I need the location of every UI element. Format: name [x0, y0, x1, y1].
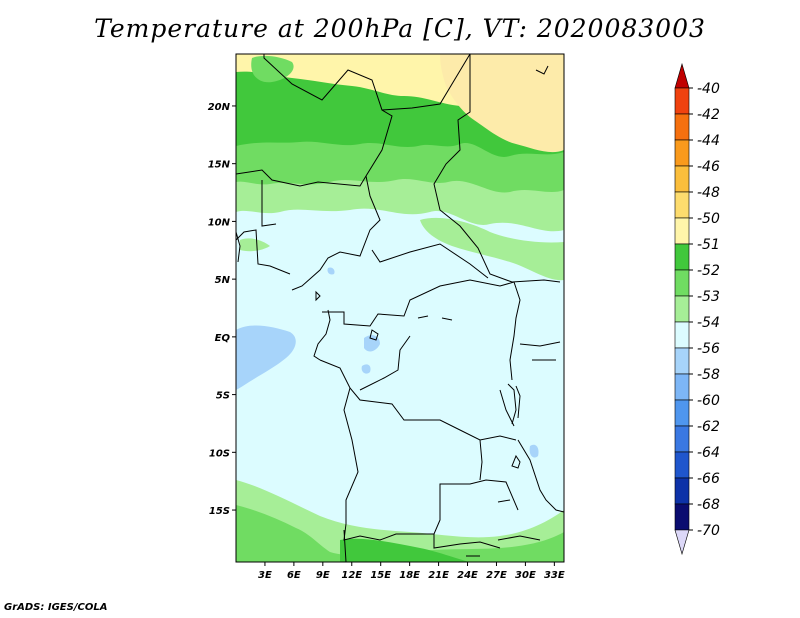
colorbar-label: -53 [697, 289, 720, 305]
colorbar-swatch [674, 217, 690, 245]
lat-tick-label: 5S [216, 391, 230, 402]
colorbar-swatch [674, 87, 690, 115]
colorbar-swatch [674, 451, 690, 479]
chart-title: Temperature at 200hPa [C], VT: 202008300… [94, 14, 706, 43]
map-panel: 20N 15N 10N 5N EQ 5S 10S 15S 3E 6E 9E 12E 15E 18E 21E… [208, 53, 565, 581]
lon-tick-label: 12E [341, 570, 362, 581]
lon-tick-label: 33E [544, 570, 565, 581]
colorbar-label: -50 [697, 211, 720, 227]
colorbar-label: -40 [697, 81, 720, 97]
lon-tick-label: 24E [457, 570, 478, 581]
lon-tick-label: 27E [486, 570, 507, 581]
colorbar-label: -70 [697, 523, 720, 539]
lon-tick-label: 6E [287, 570, 301, 581]
colorbar-label: -42 [697, 107, 720, 123]
colorbar-label: -68 [697, 497, 720, 513]
colorbar-swatch [674, 295, 690, 323]
colorbar-swatch [674, 191, 690, 219]
colorbar-label: -52 [697, 263, 720, 279]
temperature-field [236, 54, 564, 562]
field-light-blue-patch-2 [361, 364, 371, 374]
colorbar-label: -64 [697, 445, 720, 461]
colorbar: -40 -42 -44 -46 -48 -50 -51 -52 -53 -54 -56 -58 -60 -… [674, 62, 720, 556]
lon-tick-label: 3E [258, 570, 272, 581]
field-mid-green-south [236, 505, 564, 562]
longitude-axis: 3E 6E 9E 12E 15E 18E 21E 24E 27E 30E 33E [258, 562, 565, 581]
latitude-axis: 20N 15N 10N 5N EQ 5S 10S 15S [208, 102, 236, 517]
colorbar-swatch [674, 503, 690, 531]
lat-tick-label: 15N [208, 160, 231, 171]
lat-tick-label: EQ [215, 333, 231, 344]
colorbar-swatch [674, 321, 690, 349]
field-light-blue-west [236, 325, 296, 390]
colorbar-label: -66 [697, 471, 720, 487]
country-boundaries [236, 54, 564, 562]
colorbar-swatch [674, 347, 690, 375]
field-light-green-south [236, 480, 564, 562]
colorbar-swatch [674, 425, 690, 453]
colorbar-label: -54 [697, 315, 720, 331]
colorbar-top-arrow [674, 62, 690, 89]
lon-tick-label: 15E [370, 570, 391, 581]
colorbar-label: -48 [697, 185, 720, 201]
colorbar-label: -56 [697, 341, 720, 357]
lat-tick-label: 10N [208, 217, 231, 228]
colorbar-swatch [674, 399, 690, 427]
field-dark-green-south [340, 538, 470, 562]
colorbar-swatch [674, 243, 690, 271]
map-frame [235, 53, 565, 563]
lon-tick-label: 21E [428, 570, 449, 581]
colorbar-swatch [674, 269, 690, 297]
colorbar-bottom-arrow [674, 529, 690, 556]
colorbar-label: -60 [697, 393, 720, 409]
lat-tick-label: 15S [209, 506, 230, 517]
colorbar-label: -62 [697, 419, 720, 435]
software-credit: GrADS: IGES/COLA [4, 602, 108, 613]
lon-tick-label: 30E [515, 570, 536, 581]
lon-tick-label: 18E [399, 570, 420, 581]
colorbar-swatch [674, 113, 690, 141]
colorbar-swatch [674, 165, 690, 193]
field-light-blue-patch-4 [529, 444, 539, 458]
colorbar-label: -58 [697, 367, 720, 383]
lat-tick-label: 5N [215, 275, 231, 286]
colorbar-swatch [674, 373, 690, 401]
colorbar-swatch [674, 477, 690, 505]
lon-tick-label: 9E [316, 570, 330, 581]
field-green-patch-west [240, 238, 270, 252]
field-tan-northeast [440, 54, 564, 153]
lat-tick-label: 10S [209, 448, 230, 459]
colorbar-swatch [674, 139, 690, 167]
lat-tick-label: 20N [208, 102, 231, 113]
colorbar-label: -46 [697, 159, 720, 175]
field-light-blue-patch-3 [327, 267, 335, 275]
colorbar-label: -44 [697, 133, 720, 149]
field-light-green-tongue [420, 217, 564, 281]
colorbar-label: -51 [697, 237, 720, 253]
